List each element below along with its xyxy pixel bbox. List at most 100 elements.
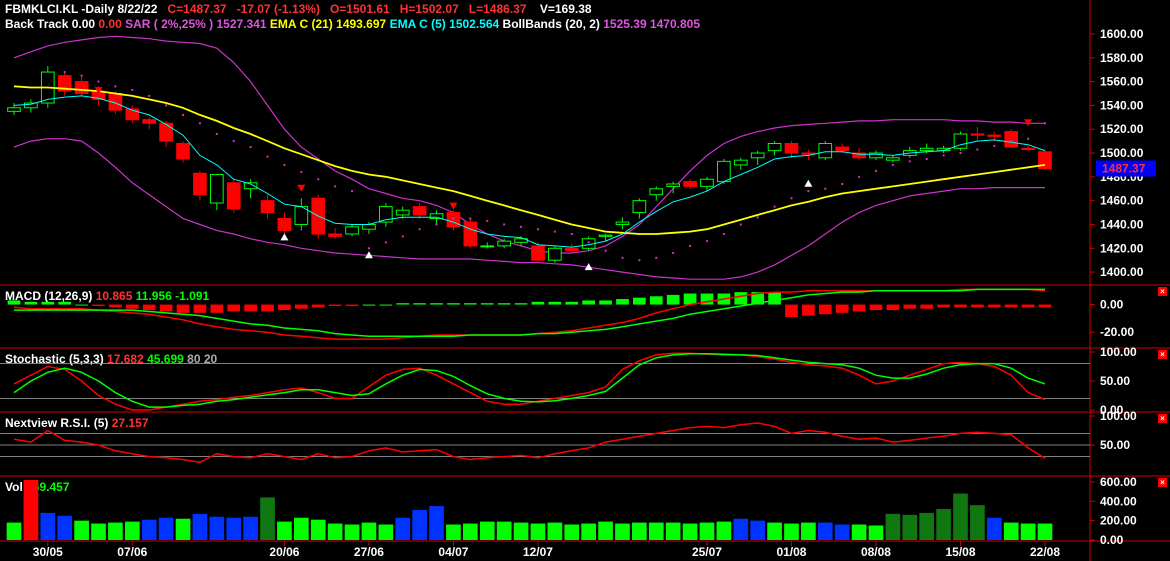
symbol-label: FBMKLCI.KL -Daily 8/22/22 bbox=[5, 2, 158, 16]
sar-dot bbox=[773, 205, 776, 208]
sar-dot bbox=[317, 178, 320, 181]
volume-bar bbox=[175, 518, 191, 540]
sar-dot bbox=[520, 225, 523, 228]
price-axis-tick: 1440.00 bbox=[1100, 217, 1144, 231]
sar-dot bbox=[925, 157, 928, 160]
macd-hist-bar bbox=[58, 301, 72, 305]
sar-dot bbox=[300, 171, 303, 174]
volume-bar bbox=[750, 520, 766, 540]
macd-hist-bar bbox=[852, 304, 866, 312]
sar-dot bbox=[401, 235, 404, 238]
volume-bar bbox=[395, 517, 411, 540]
volume-bar bbox=[446, 524, 461, 540]
sar-dot bbox=[266, 155, 269, 158]
stoch-value-3: 80 20 bbox=[187, 352, 218, 366]
macd-hist-bar bbox=[1004, 304, 1018, 308]
price-axis-tick: 1400.00 bbox=[1100, 265, 1144, 279]
sar-dot bbox=[942, 154, 945, 157]
volume-bar bbox=[648, 522, 664, 540]
volume-bar bbox=[885, 513, 901, 540]
stoch-close-icon[interactable]: × bbox=[1158, 350, 1167, 359]
ema5-line bbox=[13, 95, 1046, 248]
stoch-d-line bbox=[13, 352, 1046, 408]
sar-dot bbox=[182, 113, 185, 116]
sar-dot bbox=[215, 132, 218, 135]
sar-dot bbox=[148, 94, 151, 97]
macd-hist-bar bbox=[514, 303, 528, 305]
volume-bar bbox=[496, 521, 512, 540]
sar-dot bbox=[689, 244, 692, 247]
volume-bar bbox=[547, 522, 563, 540]
volume-bar bbox=[243, 516, 258, 540]
sar-value: 1527.341 bbox=[216, 17, 267, 31]
macd-hist-bar bbox=[311, 304, 325, 308]
volume-bar bbox=[108, 522, 123, 540]
vol-axis-tick: 600.00 bbox=[1100, 475, 1137, 489]
macd-hist-bar bbox=[1038, 304, 1052, 308]
volume-bar bbox=[513, 522, 529, 540]
macd-hist-bar bbox=[480, 303, 494, 305]
price-axis-tick: 1500.00 bbox=[1100, 146, 1144, 160]
macd-hist-bar bbox=[903, 304, 917, 309]
vol-close-icon[interactable]: × bbox=[1158, 478, 1167, 487]
candle-body bbox=[24, 102, 38, 109]
macd-hist-bar bbox=[244, 304, 257, 312]
volume-bar bbox=[936, 509, 951, 540]
macd-hist-bar bbox=[818, 304, 832, 315]
macd-hist-bar bbox=[920, 304, 934, 309]
volume-bar bbox=[344, 524, 360, 540]
macd-hist-bar bbox=[700, 293, 714, 305]
sar-dot bbox=[452, 217, 455, 220]
volume-bar bbox=[57, 515, 73, 540]
sar-dot bbox=[351, 190, 354, 193]
date-label: 30/05 bbox=[33, 545, 63, 559]
high-value: H=1502.07 bbox=[399, 2, 459, 16]
price-axis-tick: 1600.00 bbox=[1100, 27, 1144, 41]
macd-close-icon[interactable]: × bbox=[1158, 287, 1167, 296]
rsi-close-icon[interactable]: × bbox=[1158, 414, 1167, 423]
volume-bar bbox=[970, 505, 985, 540]
sar-dot bbox=[621, 256, 624, 259]
buy-signal-marker bbox=[584, 263, 593, 271]
macd-hist-bar bbox=[176, 304, 190, 313]
volume-bar bbox=[479, 521, 495, 540]
macd-hist-bar bbox=[278, 304, 291, 311]
macd-hist-bar bbox=[802, 304, 815, 316]
macd-hist-bar bbox=[125, 304, 139, 309]
date-label: 22/08 bbox=[1030, 545, 1060, 559]
sar-dot bbox=[131, 88, 134, 91]
sar-dot bbox=[63, 71, 66, 74]
macd-hist-bar bbox=[379, 304, 393, 306]
macd-hist-bar bbox=[751, 292, 765, 305]
volume-bar bbox=[277, 521, 292, 540]
macd-hist-bar bbox=[227, 304, 241, 312]
sar-dot bbox=[114, 85, 117, 88]
volume-bar bbox=[665, 522, 681, 540]
date-label: 27/06 bbox=[354, 545, 384, 559]
date-label: 01/08 bbox=[776, 545, 806, 559]
macd-line bbox=[13, 288, 1046, 340]
sar-dot bbox=[536, 228, 539, 231]
vol-label: Vol bbox=[5, 480, 23, 494]
volume-bar bbox=[784, 523, 799, 540]
sar-dot bbox=[976, 148, 979, 151]
candle-body bbox=[463, 221, 478, 247]
sar-dot bbox=[165, 104, 168, 107]
stoch-axis-tick: 50.00 bbox=[1100, 374, 1130, 388]
macd-hist-bar bbox=[447, 303, 460, 305]
bb-lower-line bbox=[13, 138, 1045, 280]
sar-dot bbox=[807, 190, 810, 193]
macd-hist-bar bbox=[987, 304, 1001, 308]
volume-bar bbox=[361, 522, 377, 540]
date-label: 25/07 bbox=[692, 545, 722, 559]
candle-body bbox=[649, 188, 664, 196]
sar-dot bbox=[655, 256, 658, 259]
macd-hist-bar bbox=[633, 297, 646, 305]
sar-dot bbox=[739, 223, 742, 226]
price-axis-tick: 1580.00 bbox=[1100, 51, 1144, 65]
price-axis-tick: 1520.00 bbox=[1100, 122, 1144, 136]
macd-hist-bar bbox=[886, 304, 900, 311]
candle-body bbox=[852, 152, 866, 159]
volume-bar bbox=[158, 517, 174, 540]
